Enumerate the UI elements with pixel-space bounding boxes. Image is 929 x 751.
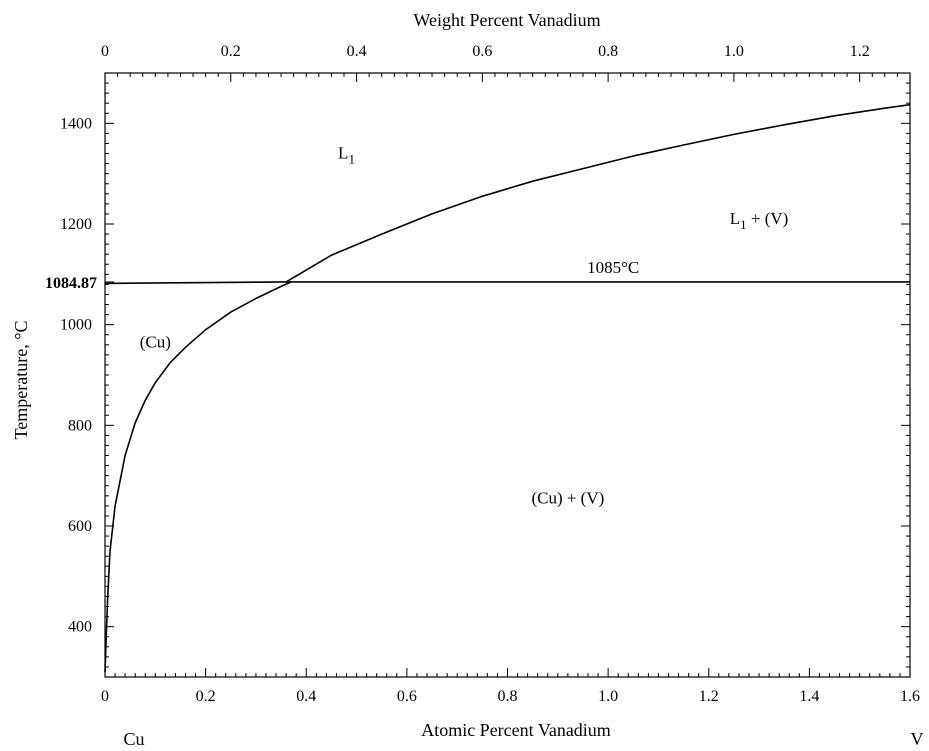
region-label: 1085°C [587, 258, 639, 277]
x-axis-ticks: 0 0.2 0.4 0.6 0.8 1.0 1.2 1.4 1.6 [101, 668, 920, 705]
x-tick-label: 1.2 [699, 688, 719, 705]
phase-boundary-line [104, 281, 292, 673]
x2-axis-title: Weight Percent Vanadium [413, 10, 600, 30]
y-special-tick-label: 1084.87 [45, 275, 97, 292]
x-tick-label: 1.4 [799, 688, 819, 705]
region-label: (Cu) [140, 332, 171, 351]
x-tick-label: 0 [101, 688, 109, 705]
x-axis-title: Atomic Percent Vanadium [421, 720, 611, 740]
x-tick-label: 0.4 [296, 688, 316, 705]
y-tick-label: 1000 [60, 317, 92, 334]
region-label: L1 + (V) [730, 209, 789, 232]
y-tick-label: 800 [68, 417, 92, 434]
plot-frame [104, 72, 911, 678]
element-left-label: Cu [123, 729, 144, 749]
x2-tick-label: 0.8 [598, 43, 618, 60]
region-labels: L1 L1 + (V) 1085°C (Cu) (Cu) + (V) [140, 144, 789, 508]
x2-tick-label: 0 [101, 43, 109, 60]
y-axis-title: Temperature, °C [11, 321, 31, 440]
x2-axis-ticks: 0 0.2 0.4 0.6 0.8 1.0 1.2 [101, 43, 911, 82]
y-tick-label: 1400 [60, 115, 92, 132]
x2-tick-label: 1.0 [724, 43, 744, 60]
y-tick-label: 1200 [60, 216, 92, 233]
x2-tick-label: 0.2 [221, 43, 241, 60]
phase-boundaries [104, 103, 911, 673]
x2-tick-label: 0.6 [472, 43, 492, 60]
x-tick-label: 1.0 [598, 688, 618, 705]
x-tick-label: 0.2 [196, 688, 216, 705]
y-axis-ticks: 400 600 800 1000 1200 1400 1084.87 [45, 72, 910, 678]
x2-tick-label: 0.4 [347, 43, 367, 60]
phase-boundary-line [104, 281, 287, 285]
region-label: (Cu) + (V) [531, 488, 604, 507]
region-label: L1 [338, 144, 355, 167]
x-tick-label: 1.6 [900, 688, 920, 705]
element-right-label: V [911, 729, 924, 749]
phase-boundary-line [285, 103, 911, 283]
x-tick-label: 0.6 [397, 688, 417, 705]
y-tick-label: 400 [68, 619, 92, 636]
x2-tick-label: 1.2 [850, 43, 870, 60]
x-tick-label: 0.8 [498, 688, 518, 705]
y-tick-label: 600 [68, 518, 92, 535]
